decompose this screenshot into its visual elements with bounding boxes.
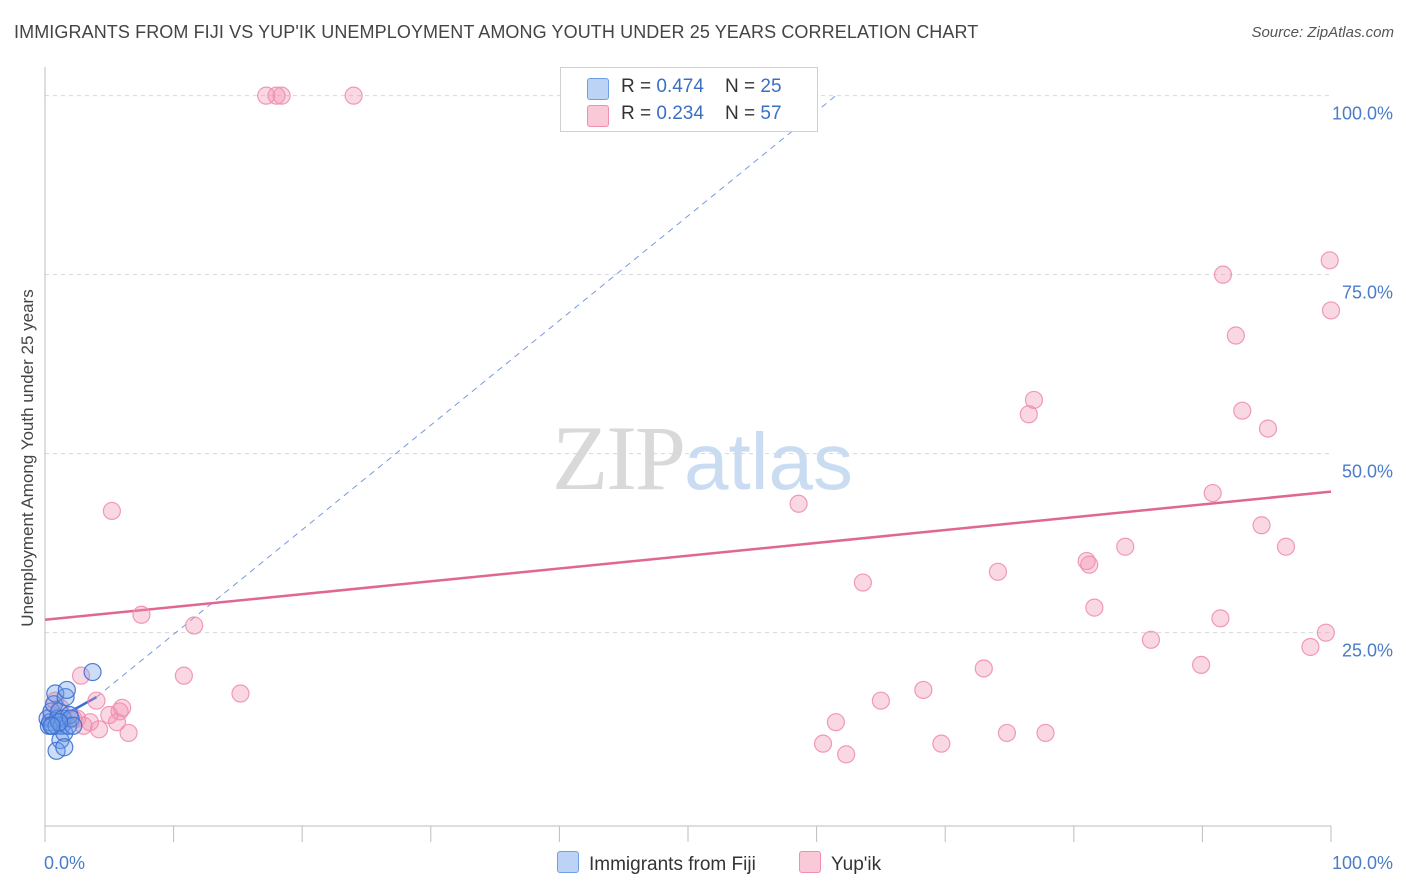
yupik-point xyxy=(1301,637,1320,657)
yupik-point xyxy=(1116,537,1135,556)
yupik-point xyxy=(1320,251,1339,270)
trend-lines xyxy=(44,95,1332,727)
yupik-point xyxy=(71,666,91,685)
yupik-trend-line xyxy=(44,490,1332,622)
yupik-point xyxy=(932,734,951,753)
yupik-point xyxy=(1321,301,1341,320)
yupik-point xyxy=(107,713,127,732)
yupik-point xyxy=(1085,598,1104,617)
fiji-point xyxy=(57,680,76,700)
fiji-trend-extension xyxy=(96,95,837,698)
fiji-point xyxy=(42,716,61,735)
yupik-point xyxy=(174,666,193,685)
yupik-point xyxy=(1252,516,1271,535)
bottom-legend-label-yupik: Yup'ik xyxy=(831,854,882,875)
bottom-legend-swatch-yupik xyxy=(799,851,821,873)
bottom-legend-fiji: Immigrants from Fiji xyxy=(557,851,756,876)
yupik-point xyxy=(1019,405,1038,424)
yupik-point xyxy=(853,573,872,592)
legend-yupik-n-label: N = xyxy=(725,103,761,124)
axes xyxy=(44,67,1332,842)
legend-yupik-r-value: 0.234 xyxy=(656,103,704,124)
fiji-point xyxy=(83,662,102,682)
yupik-point xyxy=(87,691,106,710)
y-tick-label-75: 75.0% xyxy=(1342,283,1393,303)
yupik-point xyxy=(1036,723,1055,743)
yupik-point xyxy=(837,745,856,764)
yupik-point xyxy=(272,86,291,105)
y-tick-label-25: 25.0% xyxy=(1342,641,1393,661)
bottom-legend-yupik: Yup'ik xyxy=(799,851,881,876)
yupik-point xyxy=(1226,326,1245,345)
x-tick-label-max: 100.0% xyxy=(1332,853,1393,873)
yupik-point xyxy=(871,691,891,710)
yupik-point xyxy=(988,562,1008,581)
fiji-point xyxy=(55,738,74,757)
yupik-point xyxy=(1233,401,1252,420)
yupik-point xyxy=(132,605,151,624)
legend-fiji-r-label: R = xyxy=(621,76,657,97)
yupik-point xyxy=(1203,483,1222,503)
yupik-point xyxy=(813,734,833,753)
yupik-point xyxy=(1024,390,1044,410)
legend-fiji-r-value: 0.474 xyxy=(656,76,704,97)
watermark-atlas: atlas xyxy=(684,417,853,506)
yupik-point xyxy=(1213,265,1233,284)
legend-yupik-n-value: 57 xyxy=(760,103,782,124)
y-tick-label-50: 50.0% xyxy=(1342,462,1393,482)
legend-fiji-n-value: 25 xyxy=(760,76,782,97)
fiji-point xyxy=(64,716,83,735)
chart-title: IMMIGRANTS FROM FIJI VS YUP'IK UNEMPLOYM… xyxy=(14,22,979,42)
yupik-point xyxy=(257,86,276,105)
legend-swatch-fiji xyxy=(587,78,609,100)
yupik-point xyxy=(267,86,286,105)
legend: R = 0.474 N = 25 R = 0.234 N = 57 xyxy=(560,67,818,132)
yupik-point xyxy=(914,680,933,700)
yupik-point xyxy=(113,698,132,717)
yupik-point xyxy=(789,494,808,513)
tick-labels: 25.0% 50.0% 75.0% 100.0% 0.0% 100.0% xyxy=(44,104,1393,873)
legend-swatch-yupik xyxy=(587,105,609,127)
fiji-point xyxy=(61,709,80,728)
yupik-point xyxy=(119,723,138,743)
yupik-point xyxy=(1141,630,1161,649)
yupik-point xyxy=(1192,655,1211,674)
x-tick-label-min: 0.0% xyxy=(44,853,85,873)
legend-yupik-r-label: R = xyxy=(621,103,657,124)
yupik-point xyxy=(974,659,993,678)
fiji-point xyxy=(56,688,75,707)
watermark-zip: ZIP xyxy=(552,407,686,509)
yupik-point xyxy=(1211,609,1230,628)
yupik-point xyxy=(826,713,845,732)
bottom-legend-label-fiji: Immigrants from Fiji xyxy=(589,854,756,875)
yupik-point xyxy=(1258,419,1278,438)
yupik-point xyxy=(89,720,109,739)
legend-fiji-n-label: N = xyxy=(725,76,761,97)
yupik-point xyxy=(1276,537,1296,556)
fiji-point xyxy=(46,684,65,703)
yupik-point xyxy=(997,723,1017,743)
yupik-point xyxy=(344,86,363,105)
gridlines xyxy=(45,95,1331,634)
source-credit: Source: ZipAtlas.com xyxy=(1251,24,1394,41)
watermark: ZIPatlas xyxy=(552,405,853,511)
yupik-point xyxy=(1080,555,1099,574)
yupik-point xyxy=(102,501,121,521)
yupik-point xyxy=(185,616,204,635)
y-tick-label-100: 100.0% xyxy=(1332,104,1393,124)
yupik-point xyxy=(231,684,250,703)
yupik-point xyxy=(1316,623,1335,642)
data-points xyxy=(38,86,1341,764)
bottom-legend-swatch-fiji xyxy=(557,851,579,873)
